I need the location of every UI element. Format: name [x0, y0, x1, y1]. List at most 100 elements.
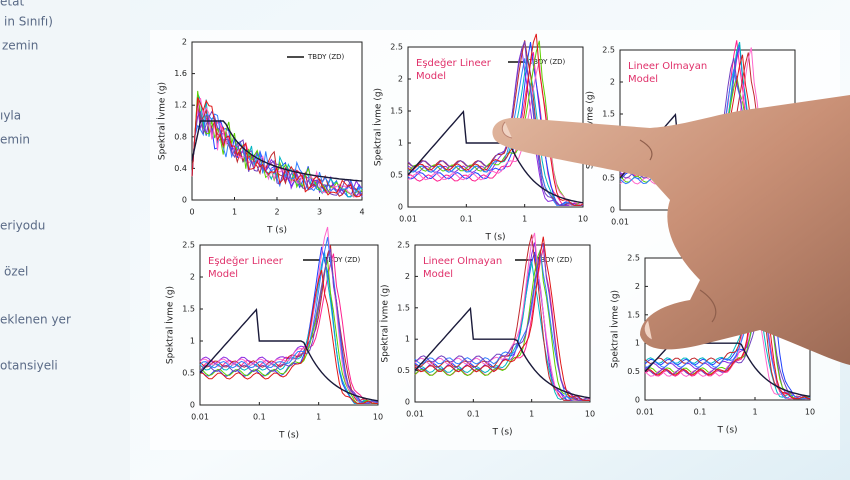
- title-line: Lineer Olmayan: [628, 61, 707, 72]
- fingernail: [501, 121, 513, 139]
- y-tick-label: 1: [398, 139, 403, 148]
- x-tick-label: 0.1: [460, 215, 473, 224]
- y-tick-label: 2: [398, 75, 403, 84]
- y-tick-label: 2: [405, 272, 410, 281]
- sidebar-text: otansiyeli: [0, 359, 58, 373]
- spectrum-curve: [414, 242, 591, 401]
- y-tick-label: 0: [405, 398, 410, 407]
- spectrum-curve: [407, 42, 584, 206]
- x-tick-label: 0.01: [611, 218, 629, 227]
- spectrum-curve: [191, 113, 363, 197]
- y-axis-label: Spektral İvme (g): [373, 88, 384, 166]
- y-tick-label: 1.2: [174, 101, 187, 110]
- legend-label: TBDY (ZD): [535, 256, 573, 264]
- x-tick-label: 0.1: [467, 410, 480, 419]
- y-tick-label: 1.5: [397, 303, 410, 312]
- x-tick-label: 0.01: [191, 413, 209, 422]
- y-tick-label: 1.5: [182, 305, 195, 314]
- y-axis-label: Spektral İvme (g): [380, 284, 391, 362]
- spectrum-curve: [199, 226, 379, 404]
- y-tick-label: 0.5: [182, 369, 195, 378]
- spectrum-curve: [407, 110, 584, 204]
- y-tick-label: 1: [635, 339, 640, 348]
- spectrum-curve: [199, 308, 379, 402]
- x-tick-label: 10: [373, 413, 383, 422]
- y-tick-label: 1.5: [602, 110, 615, 119]
- sidebar-text: zemin: [2, 39, 38, 53]
- y-tick-label: 1.6: [174, 69, 187, 78]
- x-axis-label: T (s): [716, 426, 737, 436]
- x-tick-label: 1: [752, 408, 757, 417]
- y-tick-label: 1: [405, 335, 410, 344]
- chart-panel: 0 0.5 1 1.5 2 2.5 0.01 0.1 1 10 T (s) Spektral İvme…: [165, 226, 383, 441]
- x-tick-label: 0.1: [253, 413, 266, 422]
- spectrum-curve: [407, 61, 584, 206]
- knuckle-crease: [639, 139, 717, 323]
- panel-title: Eşdeğer Lineer Model: [208, 255, 284, 280]
- sidebar-text: ıyla: [0, 109, 21, 123]
- y-tick-label: 0: [635, 396, 640, 405]
- spectrum-curve: [644, 257, 811, 400]
- panel-title: Lineer Olmayan Model: [423, 256, 502, 280]
- chart-panel: 0 0.5 1 1.5 2 2.5 0.01 0.1 1 10 T (s) Spektral İvme…: [380, 232, 595, 438]
- spectrum-curve: [644, 264, 811, 400]
- spectrum-curve: [414, 236, 590, 401]
- title-line: Model: [628, 74, 658, 85]
- x-tick-label: 0.1: [694, 408, 707, 417]
- y-tick-label: 0: [610, 206, 615, 215]
- y-axis-label: Spektral İvme (g): [157, 82, 168, 160]
- chart-panel: 0 0.4 0.8 1.2 1.6 2 0 1 2 3 4 T (s) Spektral İvme (g…: [157, 38, 365, 236]
- y-tick-label: 0.4: [174, 164, 187, 173]
- spectrum-curve: [199, 269, 378, 404]
- spectrum-curve: [414, 249, 591, 401]
- legend-label: TBDY (ZD): [528, 58, 566, 66]
- x-axis-label: T (s): [484, 233, 505, 243]
- panel-title: Lineer Olmayan Model: [628, 61, 707, 85]
- spectrum-curve: [414, 261, 591, 401]
- hand-shape: [492, 95, 850, 365]
- x-tick-label: 0.01: [406, 410, 424, 419]
- y-tick-label: 2: [190, 273, 195, 282]
- title-line: Eşdeğer Lineer: [416, 57, 492, 69]
- x-tick-label: 1: [529, 410, 534, 419]
- sidebar-text: özel: [4, 265, 28, 279]
- y-tick-label: 0: [190, 401, 195, 410]
- title-line: Model: [416, 71, 446, 82]
- title-line: Lineer Olmayan: [423, 256, 502, 267]
- spectrum-curve: [191, 97, 363, 198]
- fingernail: [643, 319, 653, 341]
- y-tick-label: 2: [610, 78, 615, 87]
- x-tick-label: 10: [805, 408, 815, 417]
- spectrum-curve: [407, 33, 584, 206]
- hand: [492, 95, 850, 365]
- x-tick-label: 4: [359, 208, 364, 217]
- title-line: Model: [208, 269, 238, 280]
- legend-label: TBDY (ZD): [307, 53, 345, 61]
- title-line: Model: [423, 269, 453, 280]
- spectrum-curve: [414, 306, 591, 399]
- x-tick-label: 2: [274, 208, 279, 217]
- x-tick-label: 10: [578, 215, 588, 224]
- y-tick-label: 2.5: [397, 241, 410, 250]
- sidebar: [0, 0, 130, 480]
- y-tick-label: 2.5: [627, 254, 640, 263]
- spectrum-curve: [199, 248, 379, 404]
- y-tick-label: 2.5: [602, 46, 615, 55]
- y-tick-label: 2: [182, 38, 187, 47]
- y-axis-label: Spektral İvme (g): [610, 290, 621, 368]
- y-tick-label: 0: [182, 196, 187, 205]
- sidebar-text: etat: [0, 0, 24, 9]
- y-tick-label: 0.5: [397, 366, 410, 375]
- x-tick-label: 1: [316, 413, 321, 422]
- sidebar-text: eriyodu: [0, 219, 45, 233]
- x-tick-label: 3: [317, 208, 322, 217]
- y-tick-label: 1: [190, 337, 195, 346]
- sidebar-text: emin: [0, 133, 30, 147]
- panel-title: Eşdeğer Lineer Model: [416, 57, 492, 82]
- y-tick-label: 0.5: [390, 171, 403, 180]
- x-tick-label: 1: [522, 215, 527, 224]
- x-axis-label: T (s): [278, 431, 299, 441]
- y-tick-label: 2.5: [182, 241, 195, 250]
- legend-label: TBDY (ZD): [323, 256, 361, 264]
